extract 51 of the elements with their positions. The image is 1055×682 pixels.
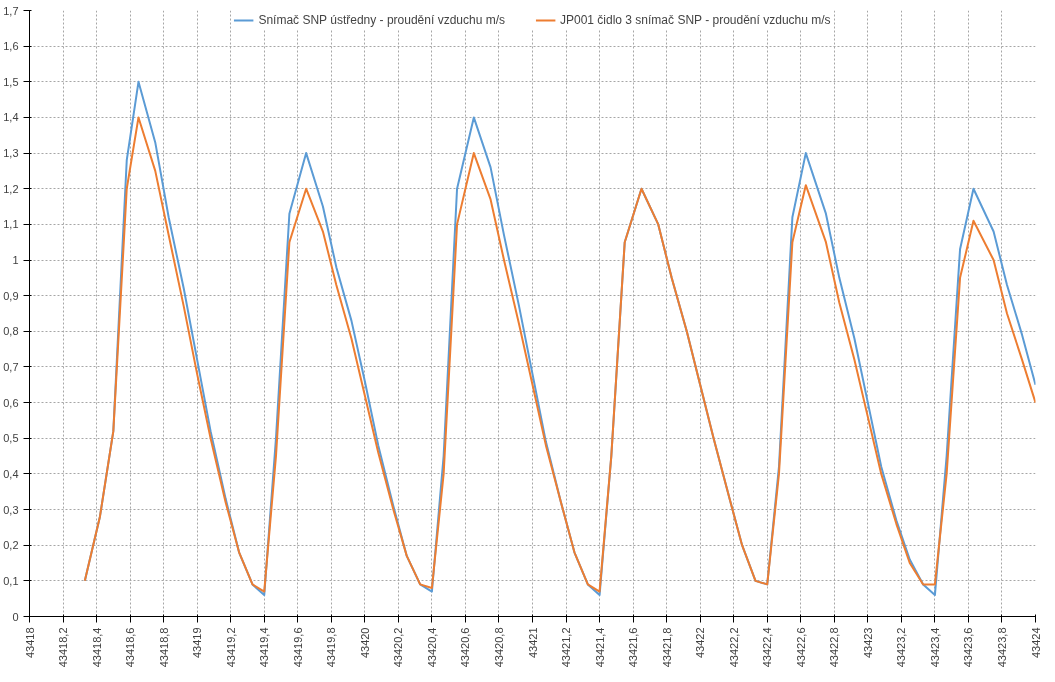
y-tick-label: 1,2 (3, 182, 19, 195)
x-tick-label: 43421,2 (560, 627, 573, 668)
x-tick-label: 43420 (358, 627, 371, 659)
x-tick-label: 43423 (861, 627, 874, 659)
y-tick-label: 0,1 (3, 574, 19, 587)
x-tick-label: 43422,6 (794, 627, 807, 668)
x-tick-label: 43422,2 (727, 627, 740, 668)
y-tick-label: 1,3 (3, 147, 19, 160)
y-tick-label: 0,3 (3, 503, 19, 516)
x-tick-label: 43419,4 (258, 627, 271, 668)
x-tick-label: 43418,4 (90, 627, 103, 668)
y-tick-label: 0,6 (3, 396, 19, 409)
y-tick-label: 0,9 (3, 289, 19, 302)
x-tick-label: 43418,2 (57, 627, 70, 668)
x-tick-label: 43421,4 (593, 627, 606, 668)
y-tick-label: 0,4 (3, 467, 19, 480)
y-tick-label: 1 (12, 254, 19, 267)
legend-label: JP001 čidlo 3 snímač SNP - proudění vzduchu m/s (559, 13, 831, 27)
y-tick-label: 1,6 (3, 40, 19, 53)
y-tick-label: 0 (12, 610, 19, 623)
x-tick-label: 43423,2 (895, 627, 908, 668)
y-tick-label: 0,8 (3, 325, 19, 338)
x-tick-label: 43420,6 (459, 627, 472, 668)
y-tick-label: 1,1 (3, 218, 19, 231)
legend-label: Snímač SNP ústředny - proudění vzduchu m/s (258, 13, 505, 27)
x-tick-label: 43419,6 (291, 627, 304, 668)
x-tick-label: 43419,8 (325, 627, 338, 668)
x-tick-label: 43422,8 (828, 627, 841, 668)
x-tick-label: 43421 (526, 627, 539, 659)
x-tick-label: 43422,4 (761, 627, 774, 668)
y-tick-label: 0,7 (3, 360, 19, 373)
x-tick-label: 43420,2 (392, 627, 405, 668)
y-tick-label: 1,4 (3, 111, 19, 124)
x-tick-label: 43420,4 (425, 627, 438, 668)
x-tick-label: 43418 (23, 627, 36, 659)
x-tick-label: 43421,6 (627, 627, 640, 668)
x-tick-label: 43419,2 (224, 627, 237, 668)
y-tick-label: 1,7 (3, 4, 19, 17)
x-tick-label: 43424 (1029, 627, 1042, 659)
x-tick-label: 43423,8 (995, 627, 1008, 668)
x-tick-label: 43420,8 (492, 627, 505, 668)
y-tick-label: 0,2 (3, 539, 19, 552)
y-tick-label: 1,5 (3, 75, 19, 88)
x-tick-label: 43423,6 (962, 627, 975, 668)
x-tick-label: 43418,8 (157, 627, 170, 668)
x-tick-label: 43418,6 (124, 627, 137, 668)
x-tick-label: 43422 (694, 627, 707, 659)
x-tick-label: 43423,4 (928, 627, 941, 668)
x-tick-label: 43419 (191, 627, 204, 659)
x-tick-label: 43421,8 (660, 627, 673, 668)
y-tick-label: 0,5 (3, 432, 19, 445)
